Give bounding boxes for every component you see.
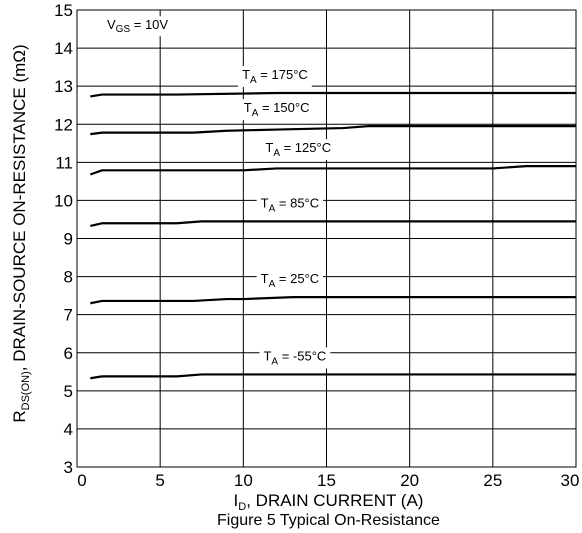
y-tick-label: 6 bbox=[64, 344, 73, 363]
y-tick-label: 3 bbox=[64, 458, 73, 477]
series-label: TA = 85°C bbox=[261, 195, 320, 214]
vgs-condition-background bbox=[104, 16, 172, 37]
y-axis-label: RDS(ON), DRAIN-SOURCE ON-RESISTANCE (mΩ) bbox=[10, 44, 32, 422]
series-label: TA = 125°C bbox=[265, 140, 331, 159]
vgs-condition-label: VGS = 10V bbox=[107, 17, 168, 35]
y-tick-label: 12 bbox=[54, 115, 73, 134]
series-line bbox=[90, 125, 576, 136]
series-label: TA = 150°C bbox=[244, 100, 310, 119]
y-tick-labels: 3 4 5 6 7 8 9 10 11 12 13 14 15 bbox=[54, 1, 73, 477]
series-label: TA = -55°C bbox=[263, 348, 326, 367]
y-tick-label: 15 bbox=[54, 1, 73, 20]
y-tick-label: 13 bbox=[54, 77, 73, 96]
series-label-background bbox=[256, 194, 324, 216]
series-label-background bbox=[256, 270, 324, 292]
series-label-background bbox=[238, 66, 312, 88]
x-tick-label: 30 bbox=[561, 471, 580, 490]
series-line bbox=[90, 220, 576, 228]
y-tick-label: 5 bbox=[64, 382, 73, 401]
series-labels: TA = 175°C TA = 150°C TA = 125°C TA = 85°C T… bbox=[238, 66, 336, 369]
x-tick-labels: 0 5 10 15 20 25 30 bbox=[77, 471, 579, 490]
series-line bbox=[90, 373, 576, 380]
x-tick-label: 15 bbox=[317, 471, 336, 490]
x-tick-label: 20 bbox=[400, 471, 419, 490]
series-label: TA = 175°C bbox=[242, 67, 308, 86]
series-label-background bbox=[259, 347, 331, 369]
series-label-background bbox=[261, 139, 336, 161]
x-tick-label: 10 bbox=[234, 471, 253, 490]
x-tick-label: 0 bbox=[77, 471, 86, 490]
y-tick-label: 8 bbox=[64, 268, 73, 287]
y-tick-label: 11 bbox=[55, 153, 73, 172]
y-tick-label: 10 bbox=[54, 191, 73, 210]
series-line bbox=[90, 91, 576, 98]
y-tick-label: 14 bbox=[54, 39, 73, 58]
series-line bbox=[90, 296, 576, 305]
plot-frame bbox=[76, 9, 577, 468]
x-axis-label: ID, DRAIN CURRENT (A) bbox=[234, 491, 424, 513]
x-tick-label: 25 bbox=[483, 471, 502, 490]
series-lines bbox=[89, 91, 576, 380]
series-label: TA = 25°C bbox=[261, 271, 320, 290]
y-tick-label: 7 bbox=[64, 306, 73, 325]
grid bbox=[76, 9, 577, 468]
series-label-background bbox=[239, 99, 314, 121]
series-line bbox=[89, 165, 576, 176]
y-tick-label: 9 bbox=[64, 230, 73, 249]
x-tick-label: 5 bbox=[155, 471, 164, 490]
y-tick-label: 4 bbox=[64, 420, 73, 439]
figure-caption: Figure 5 Typical On-Resistance bbox=[217, 512, 440, 529]
